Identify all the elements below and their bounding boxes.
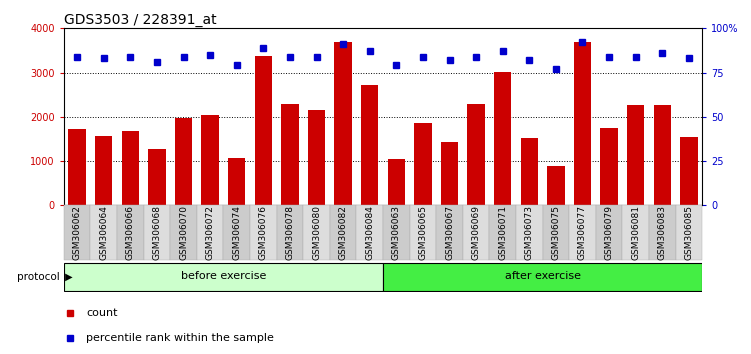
Bar [330, 205, 357, 260]
Text: GSM306074: GSM306074 [232, 205, 241, 260]
Text: GSM306064: GSM306064 [99, 205, 108, 260]
Bar [574, 42, 591, 205]
Text: percentile rank within the sample: percentile rank within the sample [86, 333, 274, 343]
Text: before exercise: before exercise [181, 272, 266, 281]
Text: GSM306069: GSM306069 [472, 205, 481, 260]
Bar [148, 149, 165, 205]
Text: GSM306083: GSM306083 [658, 205, 667, 260]
Bar [520, 138, 538, 205]
Text: GDS3503 / 228391_at: GDS3503 / 228391_at [64, 13, 216, 27]
Bar [388, 159, 405, 205]
Bar [680, 137, 698, 205]
Text: protocol: protocol [17, 272, 60, 282]
Bar [463, 205, 490, 260]
Text: after exercise: after exercise [505, 272, 581, 281]
Text: count: count [86, 308, 118, 318]
Text: GSM306075: GSM306075 [551, 205, 560, 260]
Bar [95, 136, 113, 205]
Text: GSM306079: GSM306079 [605, 205, 614, 260]
Bar [415, 123, 432, 205]
Bar [649, 205, 676, 260]
Bar [627, 105, 644, 205]
Text: GSM306062: GSM306062 [73, 205, 82, 260]
Text: GSM306080: GSM306080 [312, 205, 321, 260]
Bar [303, 205, 330, 260]
Bar [90, 205, 117, 260]
Bar [653, 105, 671, 205]
Bar [255, 56, 272, 205]
Bar [282, 104, 299, 205]
Bar [441, 142, 458, 205]
Bar [361, 85, 379, 205]
Bar [170, 205, 197, 260]
Bar [250, 205, 276, 260]
Bar [543, 205, 569, 260]
Text: ▶: ▶ [62, 272, 72, 282]
Bar [569, 205, 596, 260]
Text: GSM306078: GSM306078 [285, 205, 294, 260]
Bar [383, 263, 702, 291]
Bar [201, 115, 219, 205]
Bar [383, 205, 409, 260]
Bar [494, 72, 511, 205]
Bar [308, 110, 325, 205]
Text: GSM306068: GSM306068 [152, 205, 161, 260]
Bar [596, 205, 623, 260]
Bar [516, 205, 543, 260]
Text: GSM306084: GSM306084 [365, 205, 374, 260]
Bar [228, 159, 246, 205]
Text: GSM306073: GSM306073 [525, 205, 534, 260]
Text: GSM306065: GSM306065 [418, 205, 427, 260]
Bar [409, 205, 436, 260]
Text: GSM306067: GSM306067 [445, 205, 454, 260]
Bar [676, 205, 702, 260]
Bar [122, 131, 139, 205]
Bar [547, 166, 565, 205]
Text: GSM306076: GSM306076 [259, 205, 268, 260]
Text: GSM306082: GSM306082 [339, 205, 348, 260]
Text: GSM306070: GSM306070 [179, 205, 188, 260]
Bar [64, 205, 90, 260]
Bar [175, 118, 192, 205]
Bar [143, 205, 170, 260]
Bar [436, 205, 463, 260]
Text: GSM306077: GSM306077 [578, 205, 587, 260]
Bar [276, 205, 303, 260]
Text: GSM306081: GSM306081 [631, 205, 640, 260]
Text: GSM306071: GSM306071 [498, 205, 507, 260]
Bar [68, 129, 86, 205]
Text: GSM306072: GSM306072 [206, 205, 215, 260]
Bar [490, 205, 516, 260]
Text: GSM306063: GSM306063 [392, 205, 401, 260]
Bar [467, 104, 484, 205]
Bar [623, 205, 649, 260]
Text: GSM306066: GSM306066 [126, 205, 135, 260]
Bar [224, 205, 250, 260]
Bar [357, 205, 383, 260]
Bar [334, 42, 351, 205]
Text: GSM306085: GSM306085 [684, 205, 693, 260]
Bar [197, 205, 224, 260]
Bar [601, 128, 618, 205]
Bar [64, 263, 383, 291]
Bar [117, 205, 143, 260]
